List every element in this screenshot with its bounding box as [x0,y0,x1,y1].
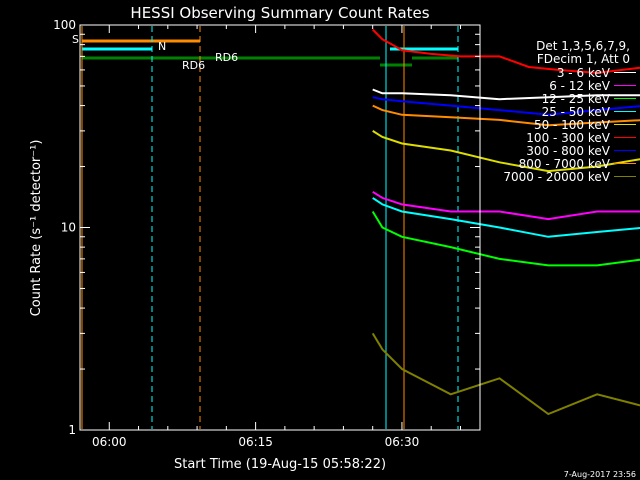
legend-label: 12 - 25 keV [541,91,610,106]
series-group [371,28,640,416]
legend-swatch [614,176,636,177]
legend-label: 100 - 300 keV [526,130,610,145]
annotation-rd6-left: RD6 [182,59,205,72]
legend-label: 3 - 6 keV [556,65,610,80]
annotation-s: S [72,33,79,46]
series-line-7 [372,104,640,127]
legend-swatch [614,124,636,125]
series-line-3 [372,197,640,238]
legend: Det 1,3,5,6,7,9, FDecim 1, Att 0 3 - 6 k… [496,39,636,184]
legend-row-0: 3 - 6 keV [496,65,636,80]
x-tick-label-0: 06:00 [92,435,127,449]
legend-row-4: 50 - 100 keV [496,117,636,132]
y-axis-label: Count Rate (s⁻¹ detector⁻¹) [29,140,44,317]
legend-label: 25 - 50 keV [541,104,610,119]
legend-row-1: 6 - 12 keV [496,78,636,93]
series-line-6 [372,96,640,116]
legend-swatch [614,163,636,164]
legend-row-6: 300 - 800 keV [496,143,636,158]
legend-swatch [614,72,636,73]
x-tick-label-1: 06:15 [238,435,273,449]
legend-swatch [614,111,636,112]
legend-row-3: 25 - 50 keV [496,104,636,119]
axis-ticks: 06:00 06:15 06:30 1 10 100 [53,18,480,449]
legend-swatch [614,98,636,99]
series-line-8 [371,332,640,416]
y-tick-label-2: 100 [53,18,76,32]
series-line-1 [372,190,640,221]
legend-swatch [614,85,636,86]
legend-header-line-1: Det 1,3,5,6,7,9, [536,39,630,53]
legend-row-2: 12 - 25 keV [496,91,636,106]
annotation-rd6-right: RD6 [215,51,238,64]
y-tick-label-0: 1 [68,423,76,437]
x-axis-label: Start Time (19-Aug-15 05:58:22) [174,457,386,472]
chart-title: HESSI Observing Summary Count Rates [130,4,429,22]
legend-rows: 3 - 6 keV 6 - 12 keV 12 - 25 keV 25 - 50 ke… [496,65,636,184]
x-tick-label-2: 06:30 [385,435,420,449]
legend-label: 50 - 100 keV [533,117,610,132]
legend-label: 7000 - 20000 keV [503,169,610,184]
legend-swatch [614,137,636,138]
annotation-n: N [158,40,166,53]
series-line-2 [371,210,640,267]
legend-label: 6 - 12 keV [549,78,610,93]
legend-label: 800 - 7000 keV [518,156,610,171]
legend-row-8: 7000 - 20000 keV [496,169,636,184]
legend-header-line-2: FDecim 1, Att 0 [536,52,630,66]
legend-swatch [614,150,636,151]
legend-label: 300 - 800 keV [526,143,610,158]
series-line-4 [372,130,640,173]
generated-timestamp: 7-Aug-2017 23:56 [564,470,636,479]
y-tick-label-1: 10 [61,221,76,235]
series-line-5 [371,28,640,74]
legend-row-7: 800 - 7000 keV [496,156,636,171]
series-line-0 [372,88,640,101]
legend-row-5: 100 - 300 keV [496,130,636,145]
